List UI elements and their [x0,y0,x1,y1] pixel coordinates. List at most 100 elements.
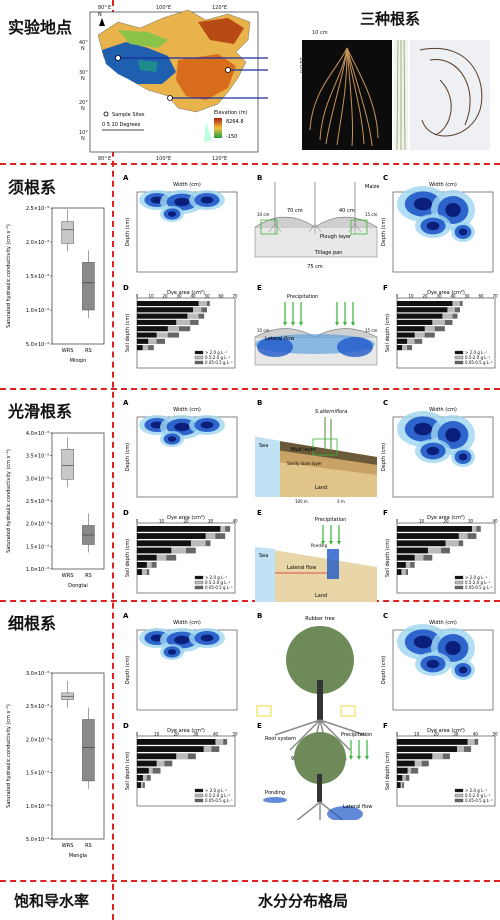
dye-map-c: Width (cm) Depth (cm) [381,620,494,711]
x-tick-label: 30 [208,519,214,524]
panel-letter-C: C [383,612,388,620]
x-tick-label: 20 [443,519,449,524]
dye-bar [137,307,193,313]
photo-width-label: 10 cm [312,30,328,36]
legend-swatch [454,580,464,585]
dye-bar [137,775,143,781]
svg-text:100°: 100° [156,5,169,11]
soil-depth-label: Soil depth (cm) [125,539,131,577]
legend-label: 0.5-2.0 g L⁻¹ [465,355,491,360]
fibrous-root-photo [302,40,392,150]
panel-letter-C: C [383,399,388,407]
x-tick-label: 50 [232,732,238,737]
dist-15-label-e: 15 cm [365,328,378,333]
legend-label: 0.5-2.0 g L⁻¹ [205,580,231,585]
dye-bar [397,767,408,774]
dye-bar [397,338,408,344]
dist-40-label: 40 cm [339,208,355,214]
legend-label: 0.05-0.5 g L⁻¹ [205,360,233,365]
dye-bar-chart-d: Dye area (cm²) Soil depth (cm) 0 10 20 30 40 50… [125,290,238,369]
row-divider-4 [0,880,500,882]
dye-bar [397,554,415,561]
panel-letter-B: B [257,399,262,407]
box-rs [82,262,95,311]
x-tick-label: 40 [492,519,498,524]
dist-10-label-e: 10 cm [257,328,270,333]
legend-swatch [194,355,204,360]
lateral-flow-label: Lateral flow [343,804,372,810]
x-category-label: WRS [62,573,74,579]
dye-bar [397,782,401,788]
width-axis-label: Width (cm) [173,620,201,626]
dist-10-label: 10 cm [257,212,270,217]
dye-axis-label: Dye area (cm²) [427,290,465,296]
svg-text:100°: 100° [156,156,169,162]
depth-axis-label: Depth (cm) [381,218,387,246]
width-axis-label: Width (cm) [429,620,457,626]
panel-letter-B: B [257,174,262,182]
land-label: Land [315,485,327,491]
legend-swatch [454,798,464,803]
dye-bar [397,760,415,767]
dye-bar [137,301,199,307]
site-label: Minqin [70,358,87,364]
x-tick-label: 10 [154,732,160,737]
maize-label: Maize [365,184,379,190]
legend-swatch [454,360,464,365]
x-tick-label: 40 [473,732,479,737]
x-tick-label: 20 [422,294,428,299]
panel-letter-F: F [383,722,388,730]
soil-depth-label: Soil depth (cm) [125,752,131,790]
panel-letter-E: E [257,509,262,517]
panel-letter-D: D [123,509,129,517]
svg-text:10°: 10° [79,130,88,136]
svg-text:20°: 20° [79,100,88,106]
photo-height-label: 10 cm [297,57,304,73]
diagram-b: Maize Plough layer Tillage pan 70 cm 40 cm 75… [254,182,379,270]
svg-text:N: N [81,76,85,82]
x-tick-label: 50 [492,732,498,737]
y-axis-label: Saturated hydraulic conductivity (cm s⁻¹… [6,449,12,553]
panel-letter-D: D [123,284,129,292]
roots-title: 三种根系 [360,10,421,28]
site-label: Dongtai [68,583,88,589]
panel-letter-F: F [383,284,388,292]
sample-site-icon [103,111,109,117]
panel-letter-C: C [383,174,388,182]
dye-bar [397,307,448,313]
x-tick-label: 60 [218,294,224,299]
dye-bar [137,533,206,539]
dye-bar-chart-f: Dye area (cm²) Soil depth (cm) 0 10 20 30 40 > … [385,515,498,594]
conductivity-title: 饱和导水率 [14,892,90,910]
svg-text:E: E [168,156,171,162]
plough-layer-label: Plough layer [320,234,352,240]
dye-axis-label: Dye area (cm²) [167,290,205,296]
x-tick-label: 20 [174,732,180,737]
legend-swatch [454,788,464,793]
fine-title: 细根系 [8,614,57,633]
svg-text:40°: 40° [79,40,88,46]
china-elevation-map: N Sample Sites 0 5 10 Degrees Elevation … [79,5,268,162]
legend-swatch [194,575,204,580]
legend-label: > 2.0 g L⁻¹ [205,350,227,355]
north-arrow-icon [99,18,105,26]
x-tick-label: 50 [204,294,210,299]
dye-bar [397,345,403,351]
fine-root-photo [410,40,490,150]
legend-swatch [454,793,464,798]
legend-swatch [194,580,204,585]
dye-bar [397,326,425,332]
fibrous-title: 须根系 [8,178,57,197]
svg-text:E: E [224,5,227,11]
legend-label: > 2.0 g L⁻¹ [465,350,487,355]
water-title: 水分分布格局 [258,892,349,910]
dye-bar [137,746,204,752]
x-tick-label: 30 [176,294,182,299]
dye-bar [397,547,428,554]
box-wrs [61,221,74,244]
x-tick-label: 70 [232,294,238,299]
root-system-label: Root system [265,736,296,742]
legend-swatch [194,793,204,798]
box-rs [82,719,95,782]
x-tick-label: 20 [162,294,168,299]
